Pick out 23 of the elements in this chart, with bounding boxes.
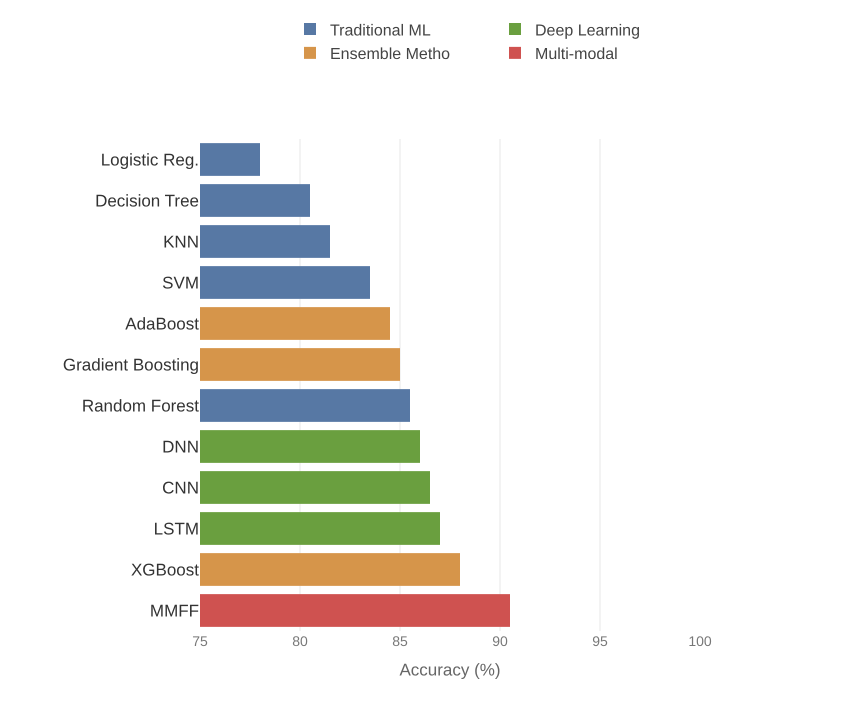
y-tick-label: Decision Tree [95, 191, 199, 210]
y-tick-label: Random Forest [82, 396, 200, 416]
x-tick-label: 90 [492, 633, 508, 649]
y-tick-label: Gradient Boosting [62, 355, 199, 374]
x-tick-label: 80 [292, 633, 308, 649]
legend-label: Deep Learning [535, 22, 640, 40]
x-axis-title: Accuracy (%) [399, 660, 501, 680]
y-tick-label: DNN [162, 437, 199, 456]
legend-label: Ensemble Metho [330, 46, 450, 64]
y-tick-label: MMFF [150, 601, 199, 620]
x-tick-label: 85 [392, 633, 408, 649]
x-tick-label: 100 [688, 633, 712, 649]
y-tick-label: AdaBoost [125, 314, 200, 334]
legend-label: Traditional ML [330, 22, 431, 40]
x-tick-label: 75 [192, 633, 208, 649]
legend-label: Multi-modal [535, 46, 618, 64]
y-tick-label: XGBoost [130, 560, 200, 580]
y-tick-label: SVM [162, 273, 199, 292]
y-tick-label: LSTM [154, 519, 199, 538]
y-tick-label: CNN [162, 478, 199, 498]
y-tick-label: KNN [163, 232, 199, 252]
x-tick-label: 95 [592, 633, 608, 649]
y-tick-label: Logistic Reg. [100, 150, 199, 170]
